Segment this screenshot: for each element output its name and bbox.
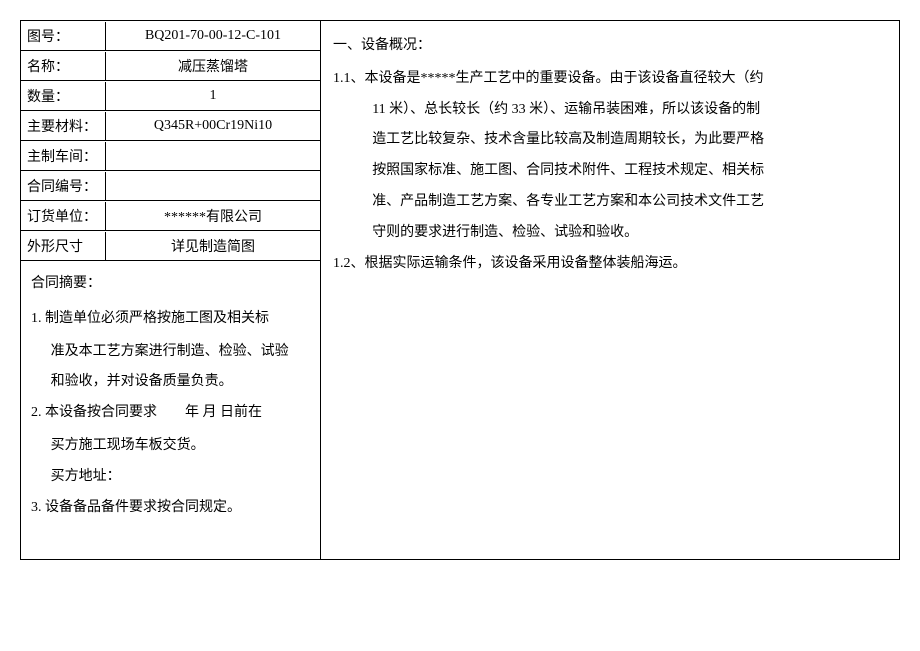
label-dimensions: 外形尺寸 — [21, 232, 106, 260]
info-row-drawing-no: 图号： BQ201-70-00-12-C-101 — [21, 21, 320, 51]
info-row-material: 主要材料： Q345R+00Cr19Ni10 — [21, 111, 320, 141]
left-column: 图号： BQ201-70-00-12-C-101 名称： 减压蒸馏塔 数量： 1… — [21, 21, 321, 559]
info-row-name: 名称： 减压蒸馏塔 — [21, 51, 320, 81]
label-drawing-no: 图号： — [21, 22, 106, 50]
contract-item-1b: 准及本工艺方案进行制造、检验、试验 — [31, 337, 310, 368]
overview-p1-l2: 11 米）、总长较长（约 33 米）、运输吊装困难，所以该设备的制 — [333, 95, 887, 126]
contract-item-1c: 和验收，并对设备质量负责。 — [31, 367, 310, 398]
value-drawing-no: BQ201-70-00-12-C-101 — [106, 24, 320, 48]
overview-p1-l5: 准、产品制造工艺方案、各专业工艺方案和本公司技术文件工艺 — [333, 187, 887, 218]
overview-title: 一、设备概况： — [333, 31, 887, 62]
value-dimensions: 详见制造简图 — [106, 232, 320, 260]
overview-p1-l1: 1.1、本设备是*****生产工艺中的重要设备。由于该设备直径较大（约 — [333, 64, 887, 95]
label-material: 主要材料： — [21, 112, 106, 140]
contract-item-2a: 2. 本设备按合同要求 年 月 日前在 — [31, 398, 310, 429]
contract-item-3: 3. 设备备品备件要求按合同规定。 — [31, 493, 310, 524]
document-container: 图号： BQ201-70-00-12-C-101 名称： 减压蒸馏塔 数量： 1… — [20, 20, 900, 560]
label-name: 名称： — [21, 52, 106, 80]
info-row-qty: 数量： 1 — [21, 81, 320, 111]
label-qty: 数量： — [21, 82, 106, 110]
contract-item-2b: 买方施工现场车板交货。 — [31, 431, 310, 462]
info-row-workshop: 主制车间： — [21, 141, 320, 171]
label-workshop: 主制车间： — [21, 142, 106, 170]
overview-p2: 1.2、根据实际运输条件，该设备采用设备整体装船海运。 — [333, 249, 887, 280]
value-name: 减压蒸馏塔 — [106, 52, 320, 80]
value-qty: 1 — [106, 84, 320, 108]
info-row-buyer: 订货单位： ******有限公司 — [21, 201, 320, 231]
overview-p1-l6: 守则的要求进行制造、检验、试验和验收。 — [333, 218, 887, 249]
right-column: 一、设备概况： 1.1、本设备是*****生产工艺中的重要设备。由于该设备直径较… — [321, 21, 899, 559]
info-row-dimensions: 外形尺寸 详见制造简图 — [21, 231, 320, 261]
overview-p1-l4: 按照国家标准、施工图、合同技术附件、工程技术规定、相关标 — [333, 156, 887, 187]
contract-item-2c: 买方地址： — [31, 462, 310, 493]
value-buyer: ******有限公司 — [106, 202, 320, 230]
value-material: Q345R+00Cr19Ni10 — [106, 114, 320, 138]
info-row-contract-no: 合同编号： — [21, 171, 320, 201]
contract-title: 合同摘要： — [31, 269, 310, 300]
overview-p1-l3: 造工艺比较复杂、技术含量比较高及制造周期较长，为此要严格 — [333, 125, 887, 156]
value-contract-no — [106, 182, 320, 190]
contract-item-1a: 1. 制造单位必须严格按施工图及相关标 — [31, 304, 310, 335]
value-workshop — [106, 152, 320, 160]
contract-summary: 合同摘要： 1. 制造单位必须严格按施工图及相关标 准及本工艺方案进行制造、检验… — [21, 261, 320, 533]
label-contract-no: 合同编号： — [21, 172, 106, 200]
label-buyer: 订货单位： — [21, 202, 106, 230]
